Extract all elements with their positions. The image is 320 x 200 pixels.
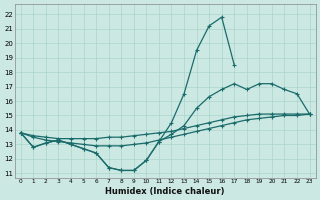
X-axis label: Humidex (Indice chaleur): Humidex (Indice chaleur) [106,187,225,196]
